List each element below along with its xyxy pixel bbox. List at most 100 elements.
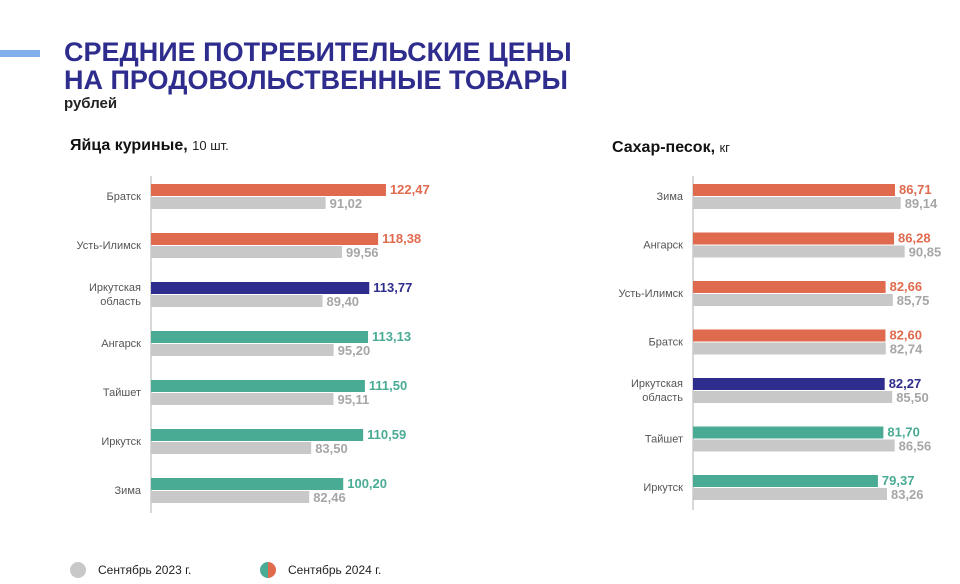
sugar-category-label-line: область — [642, 392, 683, 404]
eggs-category-label-line: Иркутская — [89, 282, 141, 294]
eggs-value-label-2023: 99,56 — [346, 245, 379, 260]
eggs-value-label-2024: 118,38 — [382, 231, 421, 246]
eggs-bar-2024 — [151, 478, 344, 490]
sugar-bar-2023 — [693, 197, 901, 209]
eggs-bar-2023 — [151, 344, 334, 356]
sugar-value-label-2024: 82,60 — [889, 328, 922, 343]
eggs-bar-2024 — [151, 233, 379, 245]
eggs-value-label-2023: 89,40 — [327, 294, 360, 309]
eggs-category-label-line: Зима — [115, 485, 142, 497]
sugar-chart-title-unit: кг — [719, 140, 730, 155]
accent-bar — [0, 50, 40, 57]
eggs-chart-title: Яйца куриные, 10 шт. — [70, 137, 229, 155]
eggs-bar-2023 — [151, 393, 334, 405]
sugar-category-label-line: Усть-Илимск — [618, 288, 683, 300]
sugar-category-label: Усть-Илимск — [618, 288, 683, 300]
sugar-value-label-2023: 83,26 — [891, 487, 924, 502]
sugar-bar-2024 — [693, 232, 895, 245]
sugar-value-label-2024: 81,70 — [887, 425, 920, 440]
eggs-category-label-line: Усть-Илимск — [76, 240, 141, 252]
eggs-value-label-2024: 110,59 — [367, 427, 406, 442]
sugar-bar-2023 — [693, 488, 887, 500]
eggs-value-label-2024: 111,50 — [369, 378, 407, 393]
legend-swatch-2023 — [70, 562, 86, 578]
eggs-bar-2024 — [151, 282, 370, 294]
sugar-category-label-line: Тайшет — [645, 434, 683, 446]
sugar-chart-title-main: Сахар-песок, — [612, 139, 716, 156]
sugar-chart-title: Сахар-песок, кг — [612, 139, 730, 157]
page-title-line-1: СРЕДНИЕ ПОТРЕБИТЕЛЬСКИЕ ЦЕНЫ — [64, 37, 572, 67]
sugar-bar-2024 — [693, 378, 885, 390]
eggs-bar-2024 — [151, 184, 386, 196]
eggs-category-label: Зима — [115, 485, 142, 497]
sugar-category-label: Иркутская область — [631, 378, 683, 404]
eggs-chart-title-unit: 10 шт. — [192, 138, 229, 153]
eggs-value-label-2023: 95,11 — [337, 392, 369, 407]
sugar-category-label-line: Ангарск — [643, 240, 683, 252]
sugar-bar-2023 — [693, 342, 886, 355]
eggs-category-label: Иркутск — [101, 436, 141, 448]
sugar-category-label: Ангарск — [643, 240, 683, 252]
eggs-category-label: Усть-Илимск — [76, 240, 141, 252]
sugar-bar-2023 — [693, 391, 893, 403]
sugar-value-label-2024: 82,66 — [890, 279, 923, 294]
sugar-bar-2024 — [693, 329, 886, 342]
eggs-category-label-line: Братск — [107, 191, 142, 203]
sugar-value-label-2023: 90,85 — [909, 245, 942, 260]
eggs-value-label-2023: 82,46 — [313, 490, 346, 505]
legend-item-2024: Сентябрь 2024 г. — [260, 562, 381, 578]
sugar-bar-2024 — [693, 426, 884, 439]
sugar-category-label: Тайшет — [645, 434, 683, 446]
eggs-bar-2023 — [151, 442, 312, 454]
sugar-category-label: Иркутск — [643, 482, 683, 494]
sugar-value-label-2023: 89,14 — [905, 196, 938, 211]
eggs-value-label-2024: 113,77 — [373, 280, 412, 295]
sugar-bar-2023 — [693, 439, 895, 452]
sugar-category-label: Зима — [657, 191, 684, 203]
sugar-category-label-line: Иркутск — [643, 482, 683, 494]
eggs-category-label: Иркутская область — [89, 282, 141, 308]
eggs-value-label-2024: 113,13 — [372, 329, 411, 344]
sugar-value-label-2024: 86,28 — [898, 231, 931, 246]
eggs-chart-title-main: Яйца куриные, — [70, 137, 188, 154]
sugar-value-label-2024: 79,37 — [882, 473, 915, 488]
sugar-value-label-2023: 82,74 — [890, 342, 923, 357]
legend-label-2023: Сентябрь 2023 г. — [98, 563, 192, 577]
sugar-value-label-2023: 85,50 — [896, 390, 929, 405]
unit-label: рублей — [64, 95, 118, 112]
eggs-value-label-2023: 91,02 — [330, 196, 363, 211]
sugar-bar-2024 — [693, 281, 886, 293]
page-title: СРЕДНИЕ ПОТРЕБИТЕЛЬСКИЕ ЦЕНЫ НА ПРОДОВОЛ… — [64, 38, 572, 94]
eggs-category-label: Тайшет — [103, 387, 141, 399]
eggs-bar-2023 — [151, 197, 326, 209]
sugar-value-label-2024: 86,71 — [899, 182, 932, 197]
eggs-value-label-2023: 83,50 — [315, 441, 348, 456]
sugar-bar-2023 — [693, 294, 893, 306]
eggs-value-label-2023: 95,20 — [338, 343, 371, 358]
sugar-bar-2024 — [693, 475, 878, 487]
eggs-bar-2023 — [151, 246, 343, 258]
eggs-category-label-line: Тайшет — [103, 387, 141, 399]
eggs-category-label-line: Ангарск — [101, 338, 141, 350]
sugar-category-label-line: Зима — [657, 191, 684, 203]
legend-label-2024: Сентябрь 2024 г. — [288, 563, 382, 577]
sugar-category-label: Братск — [649, 337, 684, 349]
eggs-bar-2024 — [151, 380, 365, 392]
eggs-category-label-line: Иркутск — [101, 436, 141, 448]
eggs-bar-2023 — [151, 295, 323, 307]
legend-swatch-2024 — [260, 562, 276, 578]
sugar-bar-2023 — [693, 245, 905, 258]
sugar-value-label-2023: 85,75 — [897, 293, 930, 308]
sugar-category-label-line: Братск — [649, 337, 684, 349]
sugar-value-label-2023: 86,56 — [899, 439, 932, 454]
sugar-value-label-2024: 82,27 — [889, 376, 922, 391]
eggs-bar-2024 — [151, 331, 369, 343]
legend-item-2023: Сентябрь 2023 г. — [70, 562, 191, 578]
sugar-bar-2024 — [693, 184, 896, 196]
eggs-bar-2024 — [151, 429, 364, 441]
eggs-category-label: Братск — [107, 191, 142, 203]
eggs-value-label-2024: 122,47 — [390, 182, 430, 197]
eggs-bar-2023 — [151, 491, 310, 503]
page-title-line-2: НА ПРОДОВОЛЬСТВЕННЫЕ ТОВАРЫ — [64, 65, 568, 95]
